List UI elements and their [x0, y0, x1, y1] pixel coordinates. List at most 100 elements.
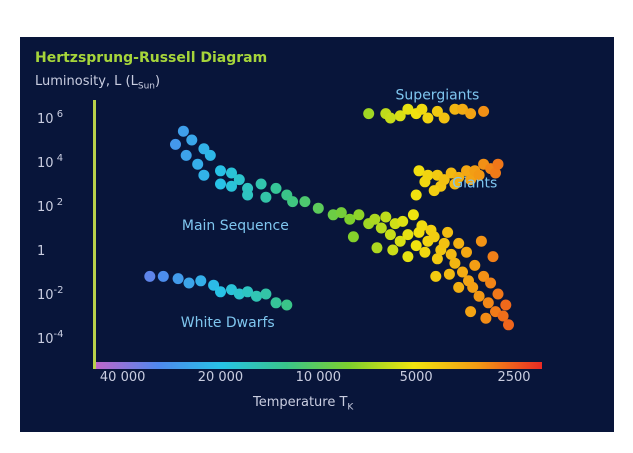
main-sequence-point	[428, 231, 440, 243]
giants-point	[492, 158, 504, 170]
white-dwarfs-point	[183, 277, 195, 289]
supergiants-point	[465, 108, 477, 120]
main-sequence-point	[180, 149, 192, 161]
white-dwarfs-point	[195, 275, 207, 287]
giants-point	[490, 167, 501, 179]
supergiants-point	[394, 110, 406, 122]
y-axis-label: Luminosity, L (LSun)	[35, 74, 161, 92]
annotations: Supergiants Giants Main Sequence White Dwar…	[181, 87, 498, 331]
main-sequence-point	[177, 125, 189, 137]
main-sequence-point	[487, 251, 499, 263]
main-sequence-point	[226, 180, 237, 192]
main-sequence-point	[204, 149, 216, 161]
x-tick-label: 2500	[497, 370, 530, 385]
giants-point	[461, 165, 472, 177]
main-sequence-point	[226, 167, 237, 179]
white-dwarfs-point	[270, 297, 282, 309]
giants-point	[453, 171, 465, 183]
main-sequence-point	[192, 158, 204, 170]
main-sequence-point	[419, 246, 431, 258]
giants-label: Giants	[452, 175, 497, 191]
main-sequence-point	[457, 266, 468, 278]
supergiants-point	[363, 108, 375, 120]
supergiants-point	[422, 112, 434, 124]
temperature-color-bar	[94, 362, 542, 369]
white-dwarfs-point	[208, 279, 220, 291]
giants-point	[410, 189, 422, 201]
main-sequence-point	[335, 207, 347, 219]
main-sequence-point	[449, 257, 461, 269]
main-sequence-point	[485, 277, 497, 289]
main-sequence-point	[270, 182, 282, 194]
tick-labels: 40 000 20 000 10 000 5000 2500 10 6 10 4 10 2 1 1…	[37, 109, 531, 385]
main-sequence-point	[397, 215, 409, 227]
main-sequence-point	[233, 174, 245, 186]
y-tick-label: 1	[37, 244, 45, 259]
supergiants-point	[402, 103, 414, 115]
main-sequence-point	[503, 319, 514, 331]
main-sequence-point	[369, 213, 381, 225]
giants-point	[413, 165, 425, 177]
main-sequence-point	[453, 237, 465, 249]
x-tick-label: 40 000	[100, 370, 146, 385]
main-sequence-point	[461, 246, 472, 258]
x-tick-label: 10 000	[296, 370, 342, 385]
giants-point	[473, 169, 485, 181]
main-sequence-point	[242, 189, 254, 201]
supergiants-point	[431, 105, 443, 117]
supergiants-point	[457, 103, 468, 115]
x-tick-label: 5000	[400, 370, 433, 385]
white-dwarfs-point	[172, 273, 184, 285]
main-sequence-point	[198, 169, 210, 181]
white-dwarfs-point	[233, 288, 245, 300]
main-sequence-point	[186, 134, 198, 146]
y-tick-label: 10-4	[37, 329, 64, 347]
main-sequence-point	[469, 259, 481, 271]
main-sequence-point	[465, 306, 477, 318]
main-sequence-point	[215, 178, 226, 190]
main-sequence-point	[443, 268, 455, 280]
supergiants-point	[384, 112, 396, 124]
main-sequence-point	[170, 138, 181, 150]
main-sequence-point	[299, 196, 311, 208]
main-sequence-point	[416, 220, 428, 232]
main-sequence-point	[430, 270, 442, 282]
main-sequence-point	[260, 191, 272, 203]
main-sequence-point	[445, 248, 457, 260]
white-dwarfs-point	[251, 290, 262, 302]
main-sequence-point	[312, 202, 324, 214]
main-sequence-point	[492, 288, 504, 300]
main-sequence-point	[371, 242, 383, 254]
supergiants-point	[416, 103, 428, 115]
giants-point	[465, 174, 477, 186]
white-dwarfs-point	[242, 286, 254, 298]
main-sequence-point	[402, 229, 414, 241]
main-sequence-point	[384, 229, 396, 241]
main-sequence-point	[407, 209, 419, 221]
white-dwarfs-point	[144, 270, 156, 282]
white-dwarfs-label: White Dwarfs	[181, 315, 275, 331]
main-sequence-point	[500, 299, 512, 311]
main-sequence-label: Main Sequence	[182, 218, 289, 234]
y-tick-label: 10 2	[37, 197, 63, 215]
main-sequence-point	[394, 235, 406, 247]
y-tick-label: 10-2	[37, 285, 64, 303]
chart-title: Hertzsprung-Russell Diagram	[35, 50, 268, 66]
main-sequence-point	[473, 290, 485, 302]
main-sequence-point	[215, 165, 226, 177]
main-sequence-point	[453, 281, 465, 293]
main-sequence-point	[467, 281, 479, 293]
main-sequence-point	[375, 222, 387, 234]
giants-point	[438, 174, 450, 186]
y-tick-label: 10 6	[37, 109, 63, 127]
y-tick-label: 10 4	[37, 153, 63, 171]
white-dwarfs-point	[281, 299, 293, 311]
main-sequence-point	[497, 310, 509, 322]
white-dwarfs-point	[260, 288, 272, 300]
x-axis-label: Temperature TK	[253, 395, 354, 413]
giants-point	[422, 169, 434, 181]
supergiants-point	[478, 105, 490, 117]
main-sequence-point	[475, 235, 487, 247]
main-sequence-point	[482, 297, 494, 309]
main-sequence-point	[387, 244, 399, 256]
